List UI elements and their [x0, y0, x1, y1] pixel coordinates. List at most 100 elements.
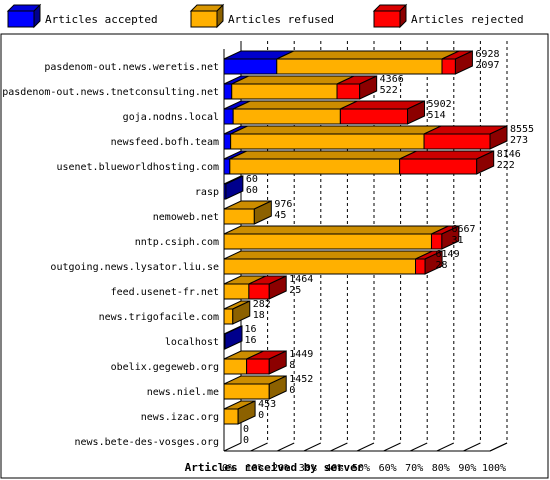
bars [223, 50, 508, 425]
legend-label: Articles refused [228, 13, 334, 26]
value-label-secondary: 2097 [475, 60, 499, 71]
x-tick-label: 70% [405, 463, 423, 474]
value-label-total: 4366 [380, 74, 404, 85]
bar-segment [223, 408, 239, 425]
legend-swatch [373, 10, 401, 28]
legend-swatch [190, 10, 218, 28]
value-label-total: 8146 [497, 149, 521, 160]
grid-floor-line [276, 442, 295, 452]
bar-segment-top [232, 100, 358, 110]
category-label: news.izac.org [141, 412, 219, 423]
bar-segment [223, 83, 233, 100]
value-label-secondary: 18 [253, 310, 265, 321]
bar-segment [339, 108, 409, 125]
x-tick-label: 60% [379, 463, 397, 474]
bar-segment [223, 158, 231, 175]
y-axis-labels: pasdenom-out.news.weretis.net pasdenom-ou… [2, 62, 219, 448]
x-tick-label: 40% [325, 463, 343, 474]
legend: Articles accepted Articles refused Article… [6, 3, 524, 29]
value-label-secondary: 0 [289, 385, 295, 396]
bar-segment [223, 108, 234, 125]
value-label-secondary: 31 [451, 235, 463, 246]
legend-label: Articles accepted [45, 13, 158, 26]
bar-segment [246, 358, 270, 375]
bar-segment-side [268, 375, 287, 400]
category-label: pasdenom-out.news.tnetconsulting.net [2, 87, 219, 98]
category-label: news.niel.me [147, 387, 219, 398]
category-label: pasdenom-out.news.weretis.net [44, 62, 219, 73]
grid-floor-line [383, 442, 401, 452]
category-label: feed.usenet-fr.net [111, 287, 219, 298]
value-label-secondary: 522 [380, 85, 398, 96]
bar-segment [229, 158, 401, 175]
x-tick-label: 20% [272, 463, 290, 474]
bar-segment [223, 208, 255, 225]
value-label-total: 976 [274, 199, 292, 210]
category-label: nemoweb.net [153, 212, 219, 223]
value-label-total: 6149 [436, 249, 460, 260]
bar-segment-side [441, 225, 460, 250]
x-tick-label: 30% [299, 463, 317, 474]
bar-segment-top [276, 50, 460, 60]
bar-segment [423, 133, 491, 150]
bar-segment [223, 258, 417, 275]
bar-segment-side [489, 125, 508, 150]
value-label-total: 282 [253, 299, 271, 310]
x-axis-title: Articles received by server [185, 461, 364, 474]
bar-segment [223, 308, 234, 325]
value-label-total: 6667 [451, 224, 475, 235]
value-label-total: 1452 [289, 374, 313, 385]
x-tick-label: 0% [222, 463, 234, 474]
bar-segment-top [229, 150, 417, 160]
grid-floor-line [463, 442, 481, 452]
category-label: news.bete-des-vosges.org [75, 437, 220, 448]
bar-segment-side [232, 300, 251, 325]
category-label: news.trigofacile.com [99, 312, 219, 323]
category-label: usenet.blueworldhosting.com [56, 162, 219, 173]
value-label-secondary: 28 [436, 260, 448, 271]
grid-floor-line [303, 442, 322, 452]
bar-segment [232, 108, 341, 125]
x-tick-label: 80% [432, 463, 450, 474]
grid-floor-line [250, 442, 268, 452]
value-label-total: 453 [258, 399, 276, 410]
grid-floor-line [356, 442, 375, 452]
legend-swatch [7, 10, 35, 28]
category-label: rasp [195, 187, 219, 198]
grid-floor-line [436, 442, 455, 452]
value-label-secondary: 60 [246, 185, 258, 196]
x-tick-label: 90% [458, 463, 476, 474]
bar-segment [415, 258, 426, 275]
bar-segment-top [223, 225, 449, 235]
x-tick-label: 100% [482, 463, 506, 474]
category-label: localhost [165, 337, 219, 348]
bar-segment [248, 283, 270, 300]
bar-segment-side [237, 400, 256, 425]
bar-segment-top [230, 125, 442, 135]
bar-segment-side [224, 325, 243, 350]
value-label-secondary: 0 [258, 410, 264, 421]
bar-segment [223, 233, 432, 250]
bar-segment-top [223, 250, 433, 260]
category-label: outgoing.news.lysator.liu.se [50, 262, 219, 273]
bar-segment-side [268, 275, 287, 300]
value-label-secondary: 25 [289, 285, 301, 296]
value-label-total: 1449 [289, 349, 313, 360]
value-label-secondary: 8 [289, 360, 295, 371]
value-label-secondary: 222 [497, 160, 515, 171]
x-axis-end [489, 442, 508, 452]
value-label-secondary: 273 [510, 135, 528, 146]
value-label-secondary: 16 [245, 335, 257, 346]
category-label: newsfeed.bofh.team [111, 137, 219, 148]
x-tick-label: 50% [352, 463, 370, 474]
value-label-secondary: 0 [243, 435, 249, 446]
bar-segment [223, 358, 248, 375]
value-label-total: 1464 [289, 274, 313, 285]
category-label: nntp.csiph.com [135, 237, 219, 248]
bar-segment-side [424, 250, 443, 275]
x-tick-label: 10% [246, 463, 264, 474]
bar-segment [230, 133, 425, 150]
bar-segment [223, 58, 278, 75]
